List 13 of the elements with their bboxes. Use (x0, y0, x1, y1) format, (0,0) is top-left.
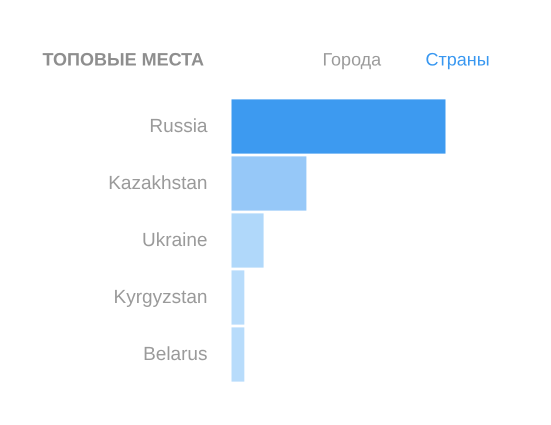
y-tick-label: Belarus (143, 344, 208, 365)
y-tick-label: Russia (149, 116, 208, 137)
bar (232, 156, 306, 211)
chart-title: ТОПОВЫЕ МЕСТА (42, 50, 204, 70)
bar (232, 327, 244, 382)
y-tick-label: Ukraine (142, 230, 208, 251)
y-tick-label: Kyrgyzstan (114, 287, 208, 308)
bar (232, 99, 446, 154)
text: Города (322, 50, 382, 70)
bar (232, 270, 244, 325)
y-tick-label: Kazakhstan (108, 173, 208, 194)
text: Страны (426, 50, 490, 70)
bar (232, 213, 264, 268)
